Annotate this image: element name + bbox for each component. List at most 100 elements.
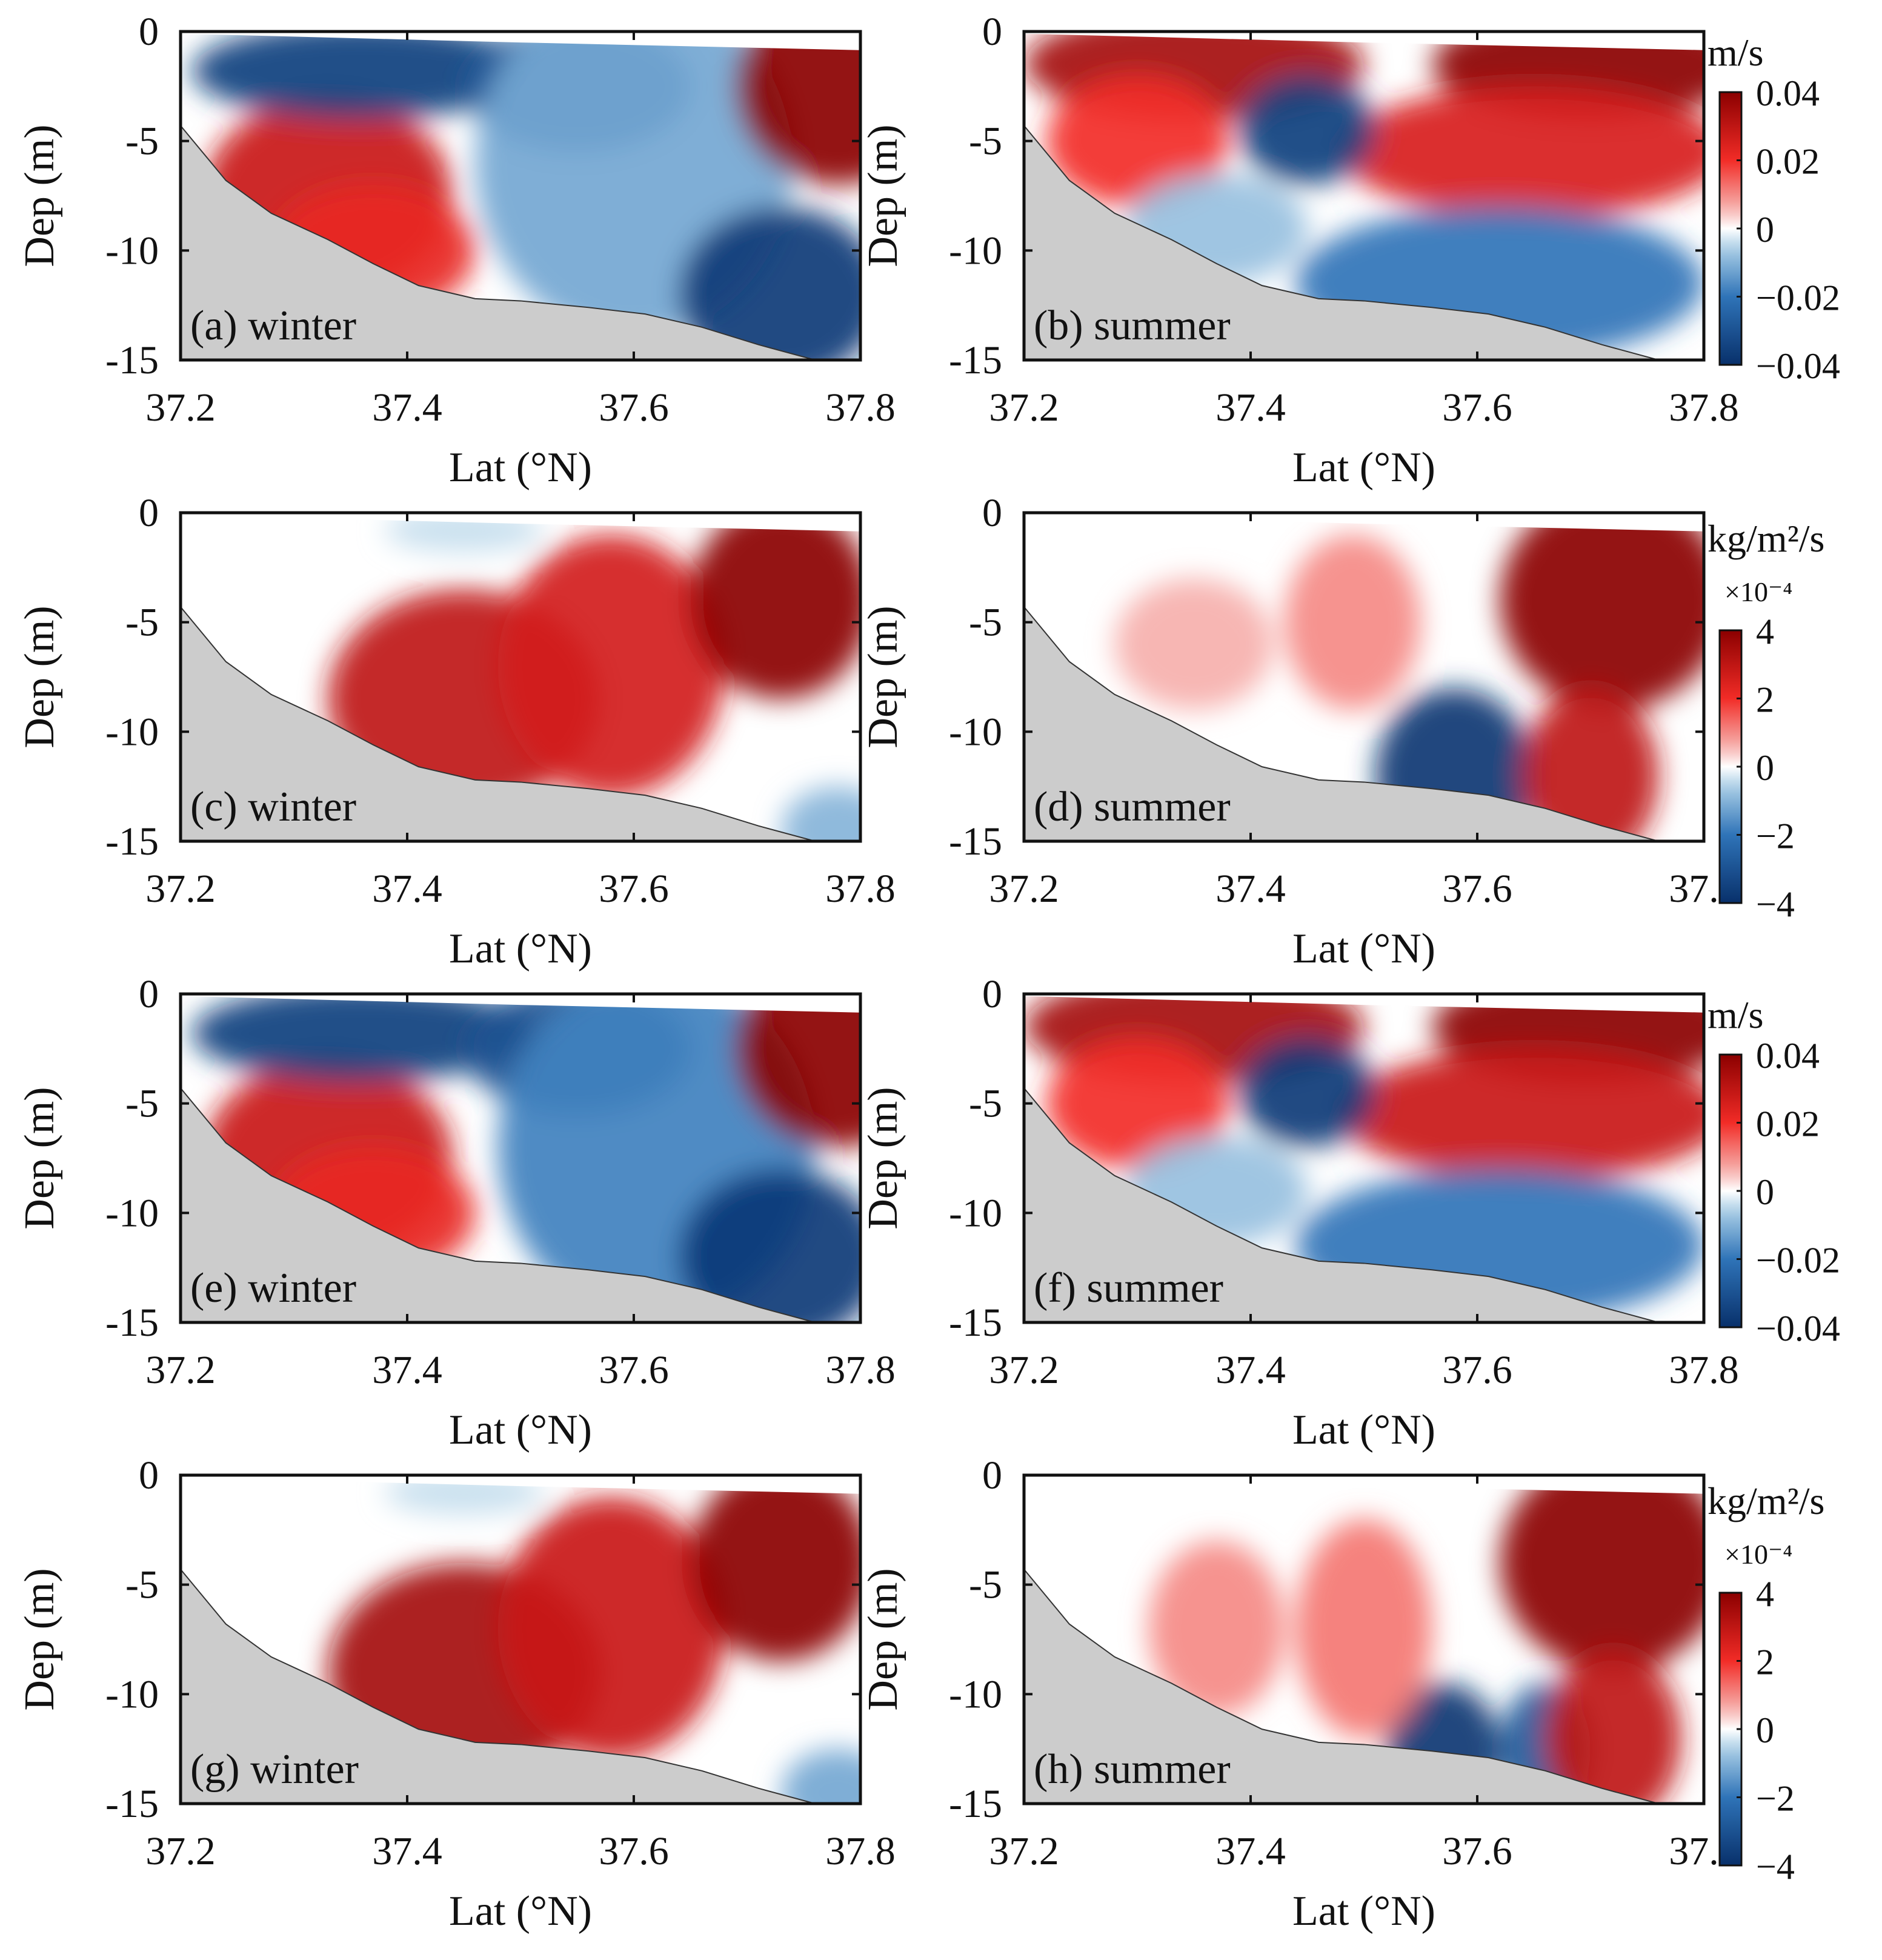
colorbar-tick-label: −4	[1756, 1847, 1795, 1887]
field-feature-6	[736, 32, 860, 185]
colorbar-unit: kg/m²/s	[1707, 517, 1824, 560]
y-tick-label: -10	[105, 1191, 159, 1235]
y-tick-label: -5	[125, 119, 159, 164]
x-tick-label: 37.8	[1669, 1348, 1739, 1392]
y-tick-label: -15	[949, 338, 1002, 382]
seabed-land	[181, 1088, 816, 1322]
colorbar-tick-label: 0	[1756, 1710, 1774, 1750]
y-tick-label: -5	[969, 1563, 1002, 1607]
panel-b: 37.2 37.4 37.6 37.8 0 -5 -10 -15 Lat (°N) Dep (m)…	[860, 10, 1840, 491]
field-feature-2	[191, 994, 532, 1082]
y-tick-label: -10	[105, 228, 159, 273]
x-tick-label: 37.8	[825, 1829, 896, 1873]
field-b	[1024, 32, 1704, 360]
x-tick-label: 37.2	[145, 1829, 216, 1873]
x-tick-label: 37.4	[372, 385, 442, 430]
field-feature-1	[497, 1497, 725, 1760]
x-tick-label: 37.2	[989, 867, 1059, 911]
colorbar-h: 4 2 0 −2 −4 kg/m²/s ×10⁻⁴	[1707, 1479, 1824, 1887]
seabed-line	[180, 125, 816, 361]
field-feature-4	[1239, 75, 1375, 185]
colorbar-tick-label: 0.04	[1756, 1036, 1820, 1076]
seabed-land	[181, 607, 816, 841]
field-feature-4	[1295, 1519, 1432, 1738]
x-axis-label: Lat (°N)	[1292, 925, 1435, 972]
y-tick-label: -10	[105, 710, 159, 754]
axes-box	[1022, 511, 1706, 843]
field-feature-3	[781, 1748, 860, 1804]
field-feature-3	[1046, 75, 1228, 207]
x-tick-label: 37.8	[825, 385, 896, 430]
y-tick-label: -15	[949, 1301, 1002, 1345]
y-tick-label: 0	[982, 10, 1002, 54]
x-tick-label: 37.8	[1669, 385, 1739, 430]
y-axis-label: Dep (m)	[860, 1568, 906, 1710]
panel-g: 37.2 37.4 37.6 37.8 0 -5 -10 -15 Lat (°N) Dep (m)…	[16, 1453, 896, 1935]
x-axis-label: Lat (°N)	[449, 925, 592, 972]
x-tick-label: 37.6	[599, 1348, 669, 1392]
y-tick-label: -15	[949, 1782, 1002, 1826]
x-tick-label: 37.6	[1442, 1829, 1512, 1873]
field-feature-1	[497, 535, 725, 798]
field-feature-2	[690, 1475, 860, 1662]
field-feature-2	[191, 32, 532, 119]
panel-label: (d) summer	[1034, 784, 1231, 830]
colorbar-unit: m/s	[1707, 31, 1763, 74]
x-tick-label: 37.2	[145, 1348, 216, 1392]
axes-box	[179, 992, 862, 1324]
seabed-land	[1024, 1569, 1659, 1804]
seabed-land	[1024, 607, 1659, 841]
field-feature-3	[1545, 1650, 1681, 1804]
field-feature-3	[1046, 1038, 1228, 1170]
panel-label: (c) winter	[190, 784, 356, 830]
y-tick-label: -10	[105, 1672, 159, 1716]
y-tick-label: 0	[982, 972, 1002, 1016]
x-tick-label: 37.6	[599, 1829, 669, 1873]
seabed-line	[1023, 1568, 1659, 1804]
y-tick-label: 0	[139, 491, 159, 535]
colorbar-tick-label: −2	[1756, 816, 1795, 856]
y-tick-label: -5	[969, 601, 1002, 645]
panel-label: (a) winter	[190, 302, 356, 349]
colorbar-tick-label: 0	[1756, 210, 1774, 250]
colorbar-exponent: ×10⁻⁴	[1724, 1539, 1792, 1570]
x-tick-label: 37.4	[372, 1829, 442, 1873]
field-feature-5	[679, 1169, 860, 1322]
field-feature-2	[1522, 688, 1659, 841]
colorbar-tick-label: 0	[1756, 1172, 1774, 1212]
panel-label: (b) summer	[1034, 302, 1231, 349]
x-tick-label: 37.6	[1442, 1348, 1512, 1392]
colorbar-tick-label: 0.04	[1756, 73, 1820, 113]
y-axis-label: Dep (m)	[16, 1568, 63, 1710]
colorbar-d: 4 2 0 −2 −4 kg/m²/s ×10⁻⁴	[1707, 517, 1824, 924]
panel-e: 37.2 37.4 37.6 37.8 0 -5 -10 -15 Lat (°N) Dep (m)…	[16, 972, 896, 1453]
field-feature-2	[1341, 86, 1704, 218]
x-axis-label: Lat (°N)	[449, 1407, 592, 1453]
field-feature-2	[690, 513, 860, 699]
field-feature-4	[1239, 1038, 1375, 1147]
colorbar-tick-label: −0.02	[1756, 278, 1840, 318]
field-a	[191, 32, 860, 360]
x-axis-label: Lat (°N)	[1292, 1888, 1435, 1935]
axes-box	[1022, 992, 1706, 1324]
y-tick-label: -15	[105, 1301, 159, 1345]
axes-box	[179, 1473, 862, 1805]
y-tick-label: -5	[969, 1082, 1002, 1126]
colorbar-tick-label: 0	[1756, 748, 1774, 788]
surface-mask	[181, 512, 860, 532]
field-feature-3	[781, 786, 860, 841]
colorbar-unit: kg/m²/s	[1707, 1479, 1824, 1522]
panel-label: (h) summer	[1034, 1746, 1231, 1793]
x-tick-label: 37.2	[145, 385, 216, 430]
x-tick-label: 37.4	[1215, 385, 1286, 430]
colorbar-tick-label: −0.04	[1756, 1308, 1840, 1348]
y-axis-label: Dep (m)	[860, 1087, 906, 1229]
colorbar-b: 0.04 0.02 0 −0.02 −0.04 m/s	[1707, 31, 1840, 386]
x-tick-label: 37.4	[1215, 867, 1286, 911]
field-feature-0	[1500, 1475, 1704, 1673]
panel-label: (e) winter	[190, 1265, 356, 1312]
colorbar-tick-label: 4	[1756, 1574, 1774, 1614]
colorbar-tick-label: 2	[1756, 680, 1774, 720]
y-tick-label: -5	[125, 1082, 159, 1126]
